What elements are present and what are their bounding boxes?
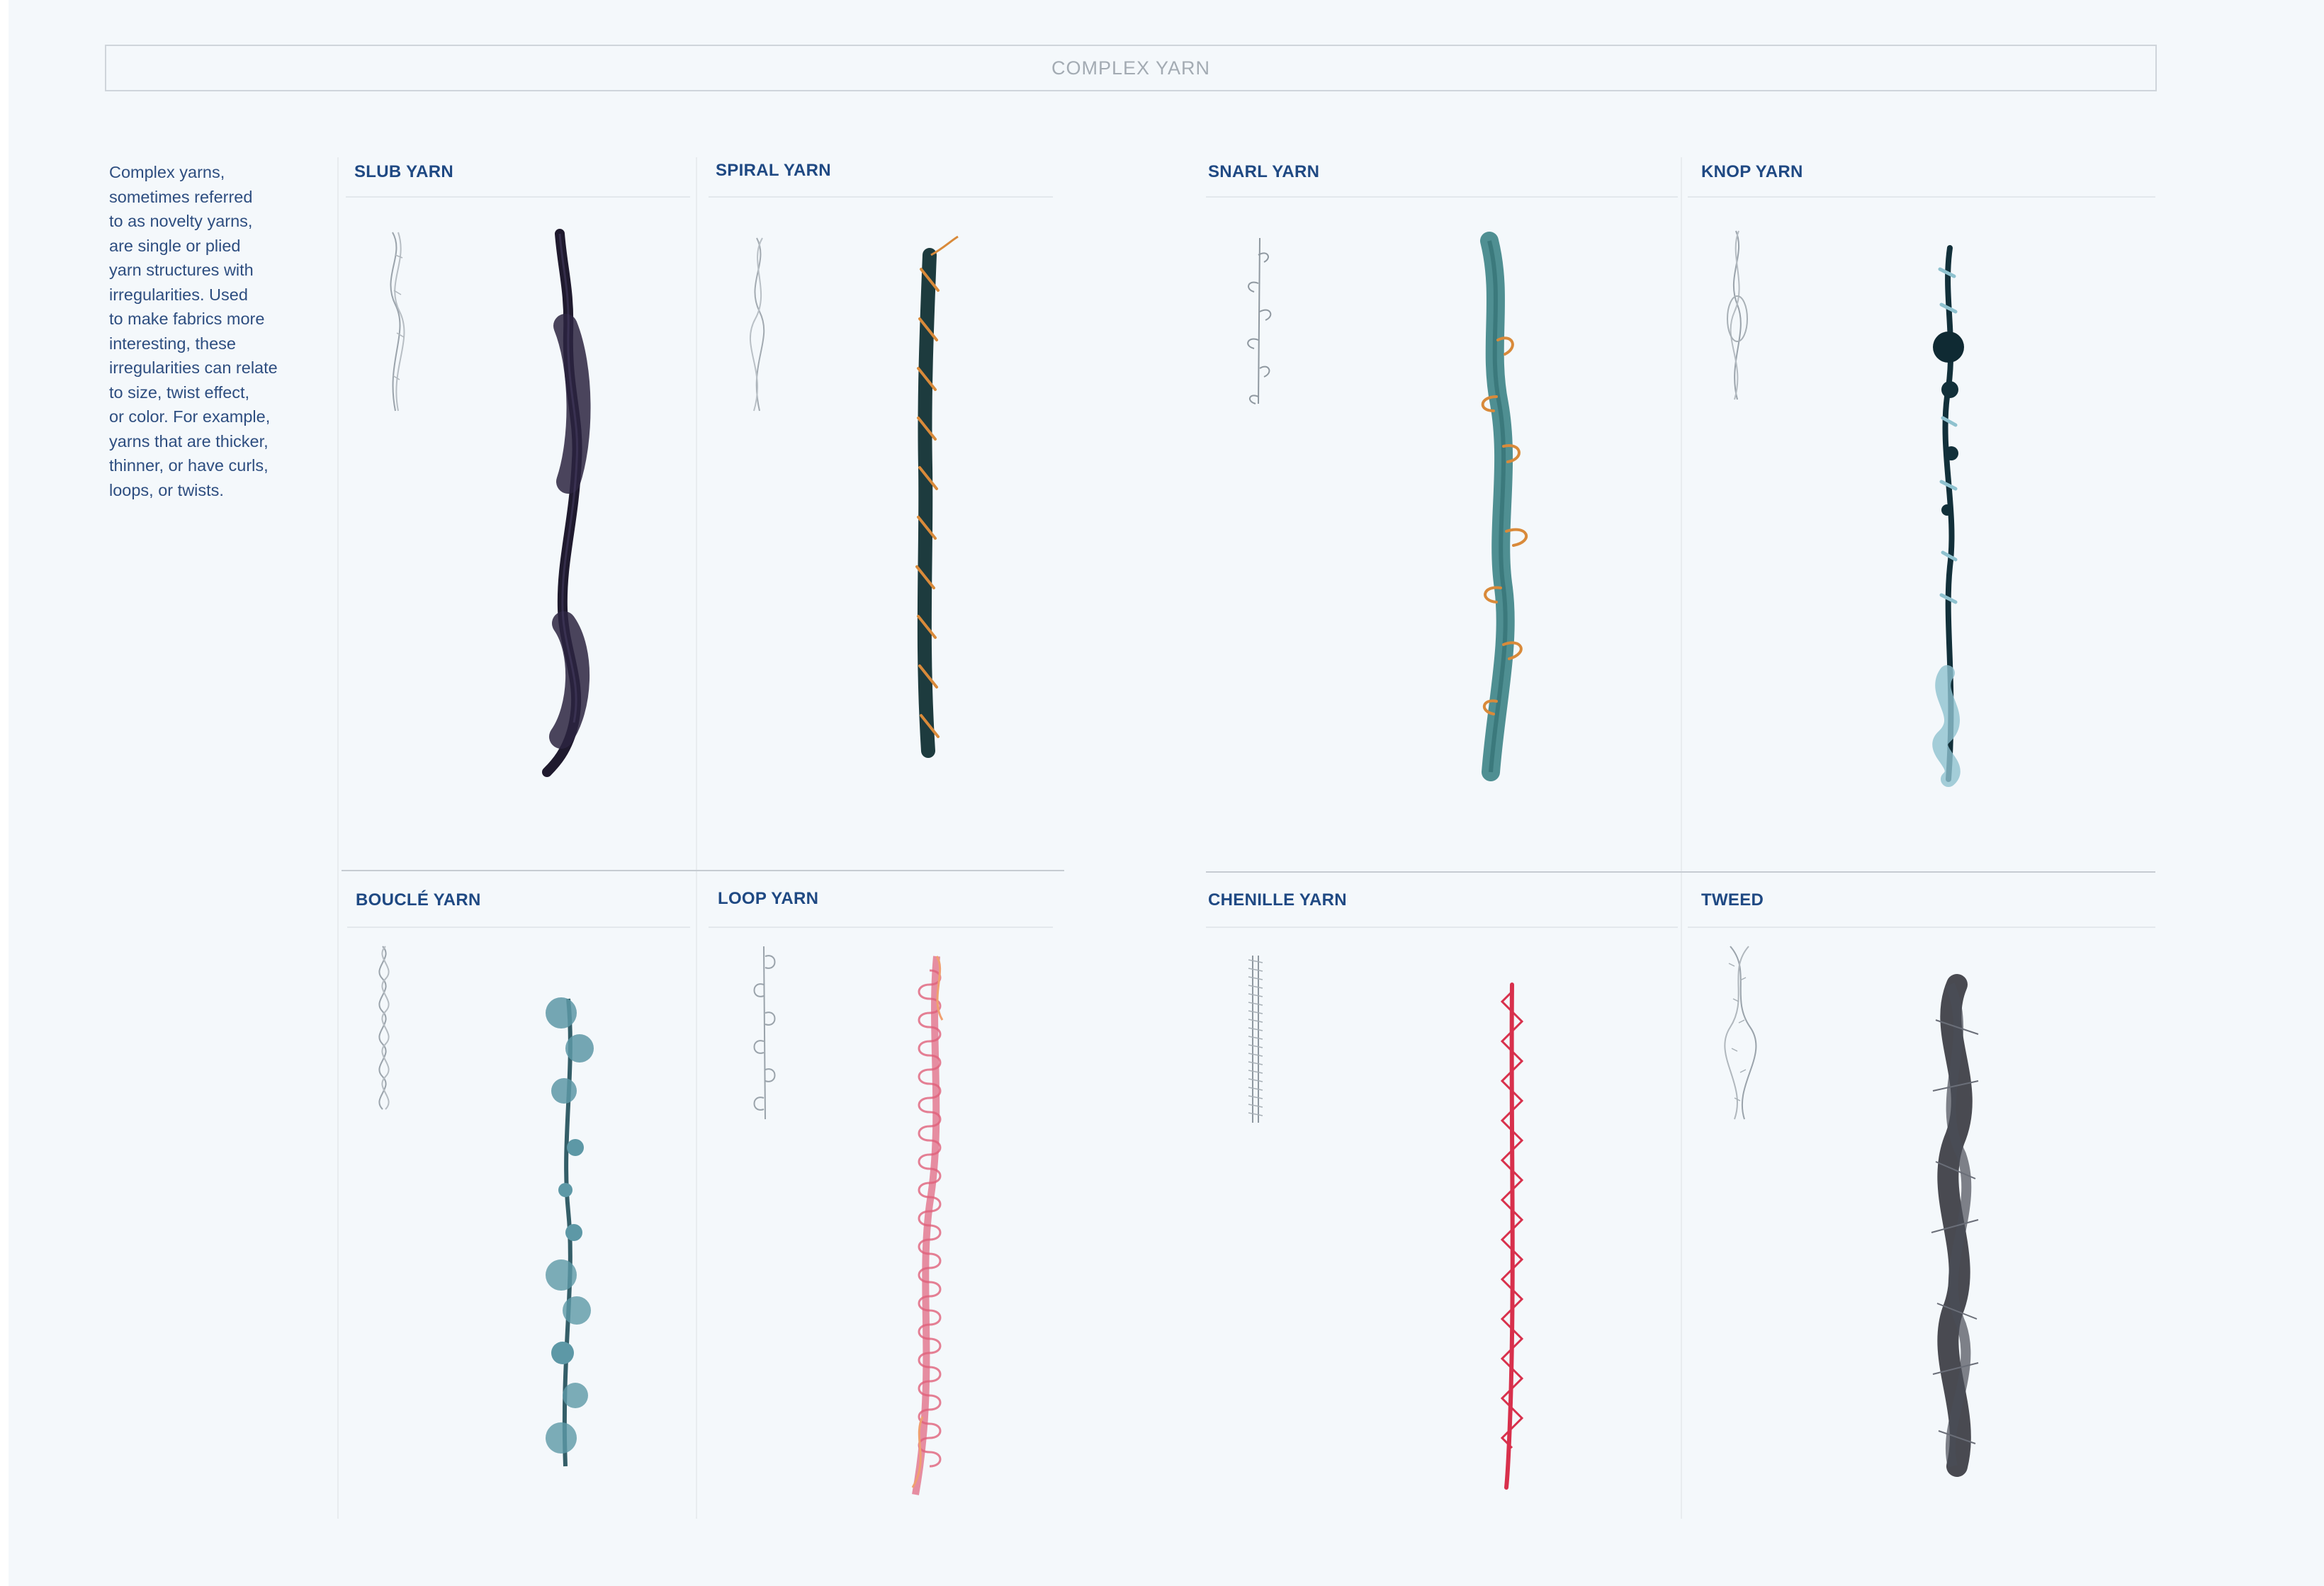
header-box: COMPLEX YARN [105, 45, 2157, 91]
boucle-yarn-sketch [378, 946, 390, 1110]
yarn-title: SLUB YARN [354, 162, 454, 181]
row-divider [1206, 871, 2155, 873]
title-underline [347, 927, 690, 928]
tweed-yarn-sketch [1724, 946, 1757, 1120]
yarn-title: CHENILLE YARN [1208, 890, 1347, 910]
title-underline [1206, 927, 1678, 928]
title-underline [1688, 927, 2155, 928]
chenille-yarn-sketch [1248, 956, 1263, 1123]
title-underline [709, 927, 1053, 928]
yarn-title: TWEED [1701, 890, 1764, 910]
boucle-yarn-icon [546, 997, 594, 1467]
column-divider [1681, 157, 1682, 1519]
knop-yarn-icon [1932, 245, 1964, 787]
loop-yarn-sketch [753, 946, 776, 1120]
column-divider [337, 157, 339, 1519]
chenille-yarn-icon [1500, 982, 1524, 1490]
yarn-title: BOUCLÉ YARN [356, 890, 481, 910]
snarl-yarn-sketch [1247, 237, 1272, 404]
loop-yarn-icon [911, 956, 944, 1495]
tweed-yarn-icon [1931, 974, 1979, 1477]
yarn-title: SPIRAL YARN [716, 161, 831, 180]
title-underline [709, 196, 1053, 198]
title-underline [346, 196, 690, 198]
yarn-title: LOOP YARN [718, 889, 819, 908]
column-divider [696, 157, 697, 1519]
spiral-yarn-sketch [749, 237, 765, 412]
title-underline [1206, 196, 1678, 198]
knop-yarn-sketch [1727, 230, 1748, 400]
row-divider [342, 870, 1064, 871]
intro-description: Complex yarns, sometimes referred to as … [109, 163, 278, 499]
slub-yarn-icon [542, 229, 591, 777]
yarn-title: KNOP YARN [1701, 162, 1803, 181]
slub-yarn-sketch [390, 232, 405, 412]
page-title: COMPLEX YARN [1051, 57, 1211, 79]
spiral-yarn-icon [915, 235, 959, 758]
title-underline [1688, 196, 2155, 198]
yarn-title: SNARL YARN [1208, 162, 1320, 181]
snarl-yarn-icon [1480, 232, 1528, 781]
yarn-sheet: COMPLEX YARN Complex yarns, sometimes re… [9, 0, 2324, 1586]
